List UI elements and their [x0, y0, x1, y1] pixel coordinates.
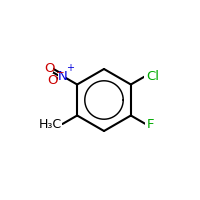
Text: H₃C: H₃C [39, 118, 62, 131]
Bar [45, 64, 53, 73]
Bar [50, 120, 62, 128]
Text: O: O [47, 74, 58, 87]
Text: F: F [146, 118, 154, 131]
Text: O: O [44, 62, 55, 75]
Bar [144, 72, 155, 80]
Bar [58, 72, 66, 80]
Text: Cl: Cl [146, 70, 159, 82]
Bar [145, 120, 152, 128]
Bar [49, 77, 57, 85]
Text: +: + [66, 63, 74, 73]
Text: N: N [58, 70, 67, 82]
Text: −: − [56, 68, 65, 78]
